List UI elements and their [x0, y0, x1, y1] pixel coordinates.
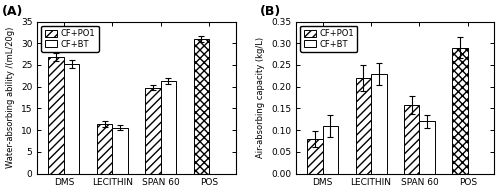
Bar	[160, 81, 176, 174]
Bar	[404, 105, 419, 174]
Legend: CF+PO1, CF+BT: CF+PO1, CF+BT	[300, 26, 358, 52]
Bar	[371, 74, 386, 174]
Bar	[48, 57, 64, 174]
Bar	[307, 139, 322, 174]
Bar	[420, 121, 435, 174]
Bar	[97, 124, 112, 174]
Text: (B): (B)	[260, 5, 281, 19]
Legend: CF+PO1, CF+BT: CF+PO1, CF+BT	[42, 26, 98, 52]
Y-axis label: Air-absorbing capacity (kg/L): Air-absorbing capacity (kg/L)	[256, 37, 266, 158]
Y-axis label: Water-absorbing ability /(mL/20g): Water-absorbing ability /(mL/20g)	[6, 27, 16, 168]
Bar	[64, 64, 80, 174]
Bar	[452, 48, 468, 174]
Bar	[322, 126, 338, 174]
Text: (A): (A)	[2, 5, 23, 19]
Bar	[145, 88, 160, 174]
Bar	[194, 39, 209, 174]
Bar	[112, 128, 128, 174]
Bar	[356, 78, 371, 174]
